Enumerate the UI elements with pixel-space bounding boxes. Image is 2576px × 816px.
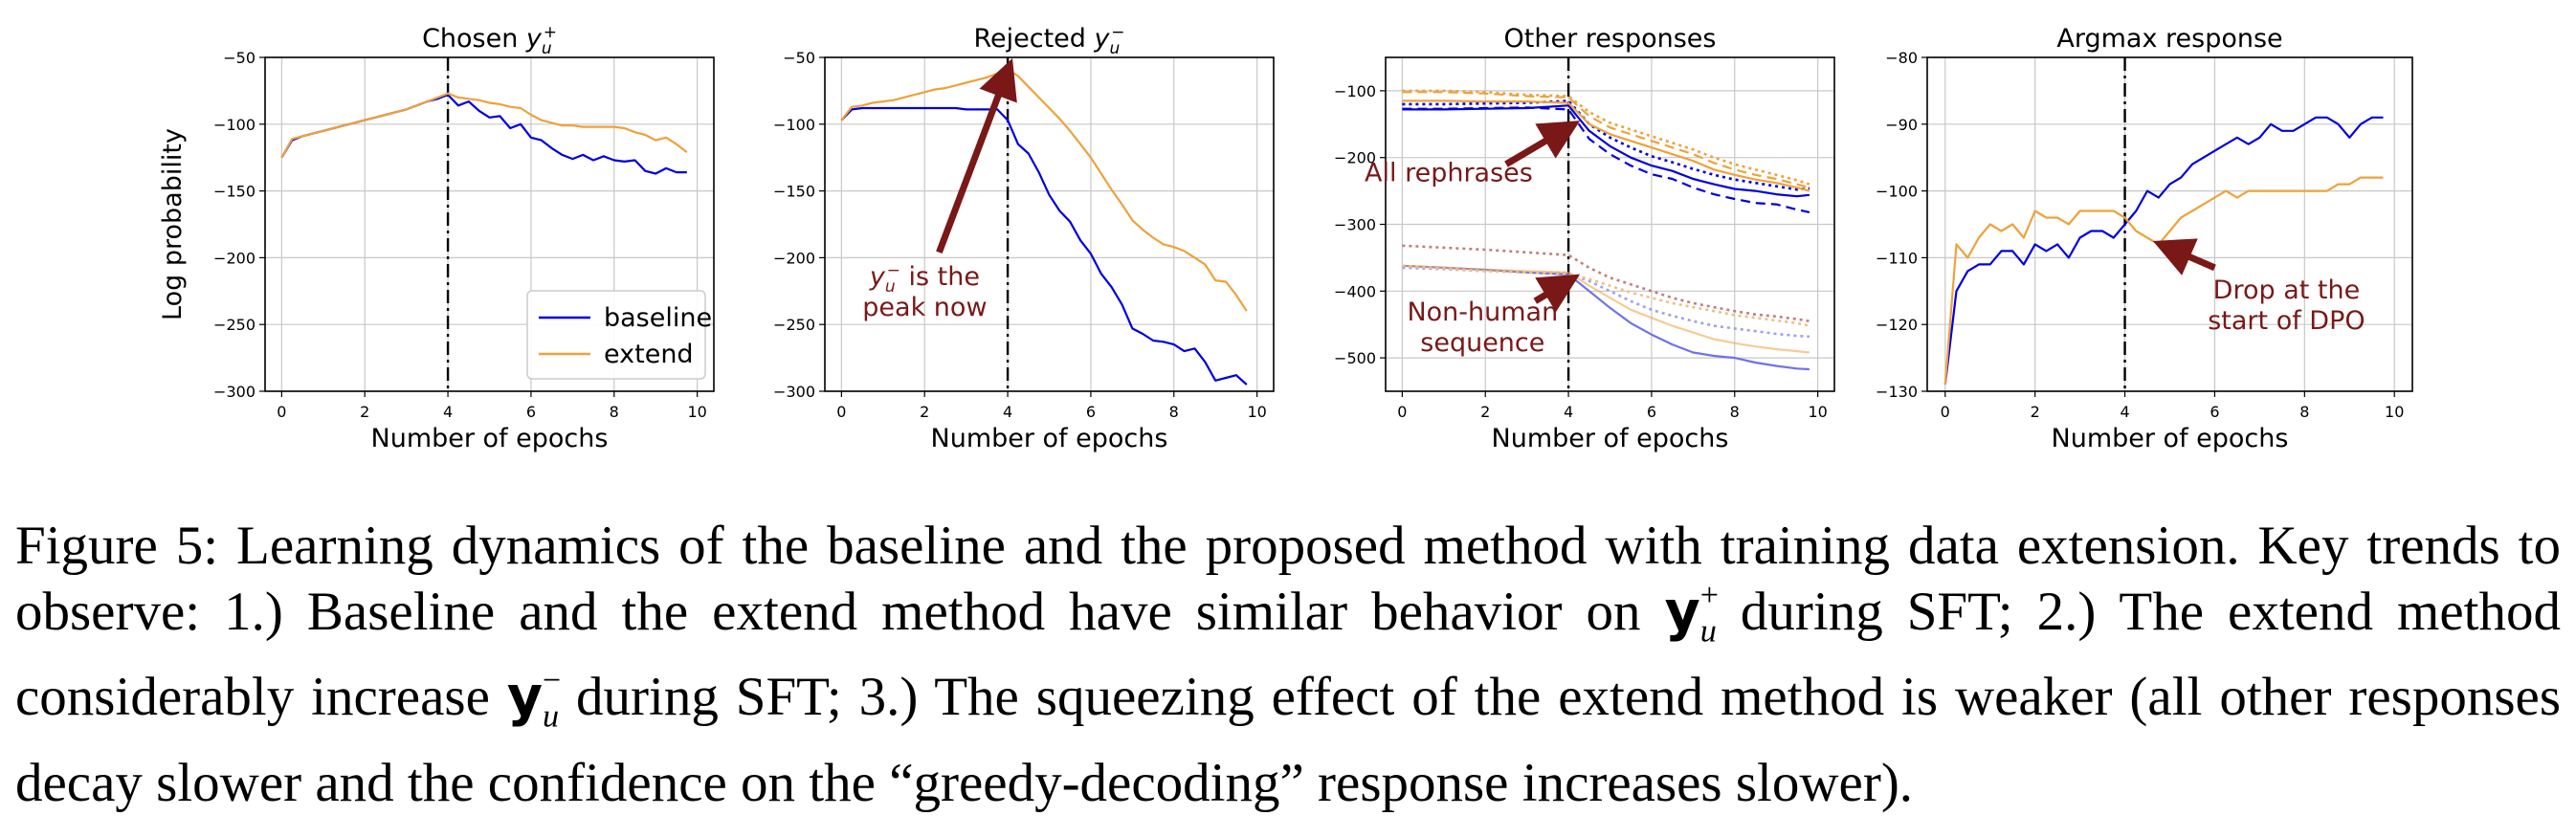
y-axis-label: Log probability	[158, 128, 188, 320]
chart-title: Other responses	[1504, 24, 1717, 54]
annotation-text: Non-human sequence	[1407, 298, 1558, 358]
x-tick-label: 0	[277, 403, 286, 421]
series-line-curve-4	[1402, 99, 1810, 192]
series-line-curve-11	[1402, 244, 1810, 322]
legend-label-baseline: baseline	[604, 303, 712, 333]
y-tick-label: −150	[213, 183, 255, 201]
x-tick-label: 2	[2031, 403, 2040, 421]
x-tick-label: 4	[2120, 403, 2129, 421]
x-tick-label: 2	[920, 403, 929, 421]
chart-panel-1: 0 2 4 6 8 10 −50 −100 −150 −200 −250 −300 Chosen yu+…	[158, 23, 715, 453]
caption-var-y-minus-sup: −	[542, 663, 562, 699]
y-tick-label: −100	[1334, 82, 1376, 100]
y-tick-label: −120	[1876, 316, 1918, 334]
x-axis-label: Number of epochs	[1492, 424, 1729, 453]
annotation-text: All rephrases	[1365, 159, 1533, 188]
y-tick-label: −200	[213, 249, 255, 267]
y-tick-label: −50	[223, 49, 255, 67]
y-tick-label: −100	[213, 116, 255, 134]
annotation-arrow	[936, 57, 1017, 254]
chart-title: Chosen yu+	[422, 23, 557, 58]
y-tick-label: −100	[773, 116, 815, 134]
annotation-text: yu− is the peak now	[862, 261, 987, 322]
legend-label-extend: extend	[604, 340, 694, 369]
y-tick-label: −400	[1334, 282, 1376, 300]
x-tick-label: 10	[687, 403, 706, 421]
x-tick-label: 2	[360, 403, 369, 421]
x-tick-label: 6	[1647, 403, 1656, 421]
chart-title: Rejected yu−	[973, 23, 1124, 58]
y-tick-label: −500	[1334, 349, 1376, 367]
series-line-curve-8	[1402, 266, 1810, 339]
plot-frame	[1385, 56, 1835, 392]
y-tick-label: −250	[213, 316, 255, 334]
x-tick-label: 8	[1730, 403, 1740, 421]
figure-caption: Figure 5: Learning dynamics of the basel…	[15, 513, 2561, 816]
caption-var-y-minus-sub: u	[542, 698, 560, 735]
series-line-curve-6	[1402, 89, 1810, 186]
chart-panel-3: 0 2 4 6 8 10 −100 −200 −300 −400 −500 Other respons…	[1334, 24, 1835, 453]
caption-var-y-plus: y	[1664, 580, 1700, 643]
series-line-extend	[280, 92, 688, 159]
series-line-extend	[840, 68, 1248, 312]
annotation-arrow	[1533, 274, 1581, 313]
x-axis-label: Number of epochs	[371, 424, 609, 453]
y-tick-label: −200	[773, 249, 815, 267]
x-tick-label: 10	[2385, 403, 2404, 421]
annotation-arrow	[1504, 121, 1581, 167]
legend-box	[526, 290, 706, 380]
chart-panel-4: 0 2 4 6 8 10 −80 −90 −100 −110 −120 −130 Argmax resp…	[1876, 24, 2413, 453]
series-line-curve-3	[1402, 99, 1810, 191]
series-line-baseline	[280, 93, 687, 175]
caption-var-y-plus-sup: +	[1699, 577, 1720, 613]
series-line-baseline	[840, 106, 1248, 386]
plot-frame	[1926, 56, 2413, 392]
caption-part-2: during SFT; 2.) The extend method consid…	[15, 582, 2561, 728]
x-tick-label: 4	[1003, 403, 1012, 421]
plot-frame	[264, 56, 715, 392]
y-tick-label: −150	[773, 183, 815, 201]
series-line-curve-2	[1402, 106, 1810, 213]
figure-charts: 0 2 4 6 8 10 −50 −100 −150 −200 −250 −300 Chosen yu+…	[158, 23, 2413, 453]
y-tick-label: −90	[1885, 116, 1918, 134]
chart-title: Argmax response	[2056, 24, 2282, 54]
x-tick-label: 0	[1941, 403, 1950, 421]
y-tick-label: −130	[1876, 383, 1918, 401]
x-tick-label: 4	[1564, 403, 1573, 421]
x-tick-label: 8	[2299, 403, 2309, 421]
x-tick-label: 10	[1247, 403, 1266, 421]
x-tick-label: 8	[610, 403, 619, 421]
x-tick-label: 10	[1808, 403, 1827, 421]
y-tick-label: −100	[1876, 183, 1918, 201]
x-axis-label: Number of epochs	[931, 424, 1168, 453]
x-tick-label: 8	[1169, 403, 1179, 421]
series-line-curve-5	[1402, 91, 1810, 189]
y-tick-label: −300	[773, 383, 815, 401]
series-line-extend	[1943, 176, 2384, 386]
caption-part-1: Figure 5: Learning dynamics of the basel…	[15, 516, 2561, 642]
y-tick-label: −110	[1876, 249, 1918, 267]
y-tick-label: −250	[773, 316, 815, 334]
y-tick-label: −300	[213, 383, 255, 401]
annotation-text: Drop at the start of DPO	[2208, 276, 2365, 336]
x-tick-label: 0	[1397, 403, 1407, 421]
x-tick-label: 6	[526, 403, 536, 421]
x-tick-label: 6	[1086, 403, 1096, 421]
x-axis-label: Number of epochs	[2052, 424, 2289, 453]
caption-var-y-minus: y	[506, 665, 543, 729]
chart-panel-2: 0 2 4 6 8 10 −50 −100 −150 −200 −250 −300 Rejected y…	[773, 23, 1275, 453]
caption-var-y-plus-sub: u	[1699, 613, 1717, 650]
x-tick-label: 6	[2210, 403, 2219, 421]
y-tick-label: −50	[783, 49, 815, 67]
plot-frame	[824, 56, 1275, 392]
series-line-baseline	[1943, 116, 2384, 386]
y-tick-label: −80	[1885, 49, 1918, 67]
x-tick-label: 2	[1480, 403, 1490, 421]
y-tick-label: −200	[1334, 149, 1376, 167]
series-line-curve-9	[1402, 264, 1810, 354]
x-tick-label: 4	[443, 403, 453, 421]
annotation-arrow	[2152, 238, 2216, 276]
x-tick-label: 0	[836, 403, 846, 421]
y-tick-label: −300	[1334, 216, 1376, 234]
